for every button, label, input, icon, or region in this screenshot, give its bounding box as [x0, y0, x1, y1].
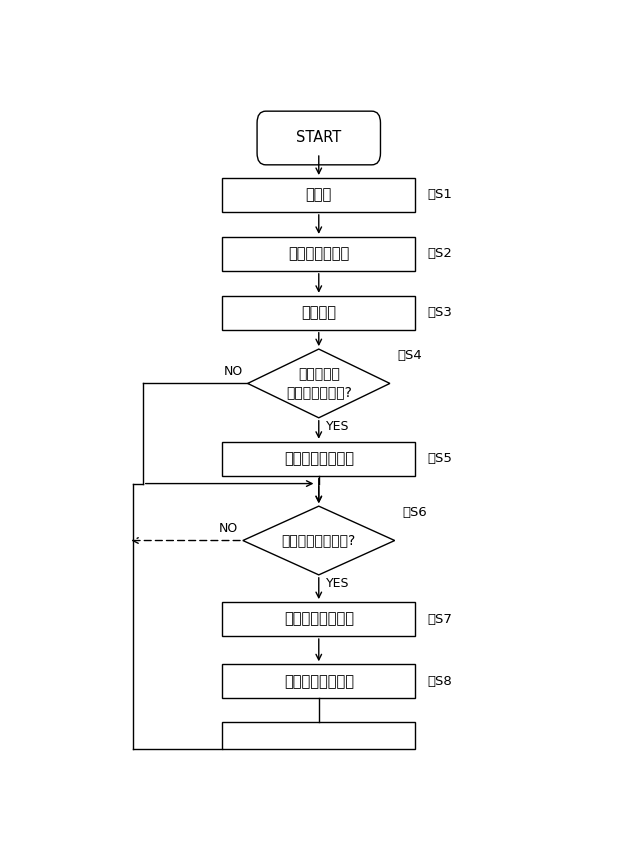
- Text: ～S7: ～S7: [427, 613, 452, 626]
- Bar: [223, 664, 415, 698]
- Text: デフォルト
スケジュール有?: デフォルト スケジュール有?: [286, 367, 351, 400]
- Text: YES: YES: [326, 420, 350, 433]
- Text: 時刻同期: 時刻同期: [301, 305, 337, 320]
- Bar: [223, 722, 415, 750]
- Text: START: START: [296, 131, 341, 145]
- Bar: [223, 602, 415, 636]
- Text: ～S1: ～S1: [427, 189, 452, 201]
- Text: YES: YES: [326, 577, 350, 590]
- Text: 初期化: 初期化: [305, 188, 332, 202]
- Text: ～S2: ～S2: [427, 247, 452, 260]
- Text: ～S6: ～S6: [402, 506, 427, 519]
- Bar: [223, 296, 415, 330]
- Text: 時刻サーバ接続: 時刻サーバ接続: [288, 246, 350, 261]
- FancyBboxPatch shape: [257, 111, 381, 165]
- Text: ～S8: ～S8: [427, 675, 452, 688]
- Text: ～S5: ～S5: [427, 452, 452, 465]
- Text: NO: NO: [223, 366, 243, 378]
- Bar: [223, 237, 415, 271]
- Bar: [223, 178, 415, 212]
- Polygon shape: [248, 349, 390, 418]
- Text: スケジュール通知: スケジュール通知: [284, 674, 354, 689]
- Text: 帯域使用要求受信?: 帯域使用要求受信?: [282, 534, 356, 547]
- Bar: [223, 442, 415, 476]
- Polygon shape: [243, 506, 395, 575]
- Text: スケジューリング: スケジューリング: [284, 611, 354, 626]
- Text: ～S3: ～S3: [427, 306, 452, 320]
- Text: NO: NO: [219, 522, 238, 536]
- Text: スケジュール通知: スケジュール通知: [284, 451, 354, 466]
- Text: ～S4: ～S4: [397, 349, 422, 362]
